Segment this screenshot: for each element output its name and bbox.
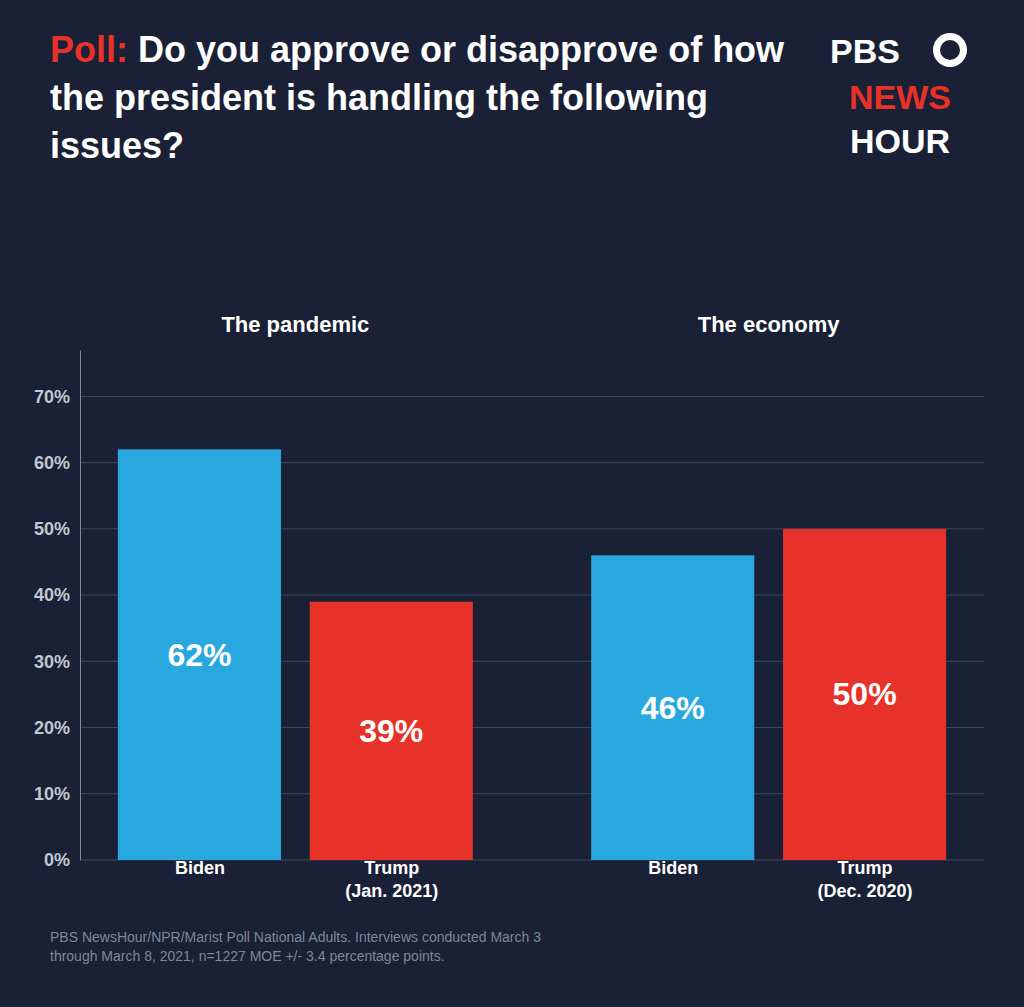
plot: 0% 10% 20% 30% 40% 50% 60% 70% 62% 39% 46% 50% Biden… <box>34 312 984 901</box>
background <box>0 0 1024 1007</box>
group-label: The economy <box>698 312 841 337</box>
y-tick-label: 20% <box>34 718 70 738</box>
y-tick-label: 10% <box>34 784 70 804</box>
y-axis-line <box>80 351 81 861</box>
logo-text: HOUR <box>850 122 950 160</box>
y-tick-label: 70% <box>34 387 70 407</box>
y-tick: 30% <box>34 652 80 672</box>
y-tick: 50% <box>34 519 80 539</box>
title-word: following <box>540 77 708 118</box>
x-tick-label-line: (Dec. 2020) <box>818 881 913 901</box>
title-word: Do <box>128 29 186 70</box>
title-word: issues? <box>50 125 184 166</box>
logo-text: PBS <box>830 32 900 70</box>
grid-line <box>80 396 984 397</box>
bars <box>118 449 946 860</box>
title-word: of <box>658 29 703 70</box>
y-tick: 70% <box>34 387 80 407</box>
title-word: the <box>476 77 540 118</box>
bar <box>591 555 754 860</box>
title-line: Poll: Do you approve or disapprove of ho… <box>50 29 785 70</box>
title-word: president <box>104 77 276 118</box>
x-tick-label: Biden <box>648 858 698 878</box>
title-word: the <box>50 77 104 118</box>
y-tick: 40% <box>34 585 80 605</box>
chart: Poll: Do you approve or disapprove of ho… <box>0 0 1024 1007</box>
y-tick: 20% <box>34 718 80 738</box>
data-labels: 62% 39% 46% 50% <box>167 637 896 749</box>
logo-text: NEWS <box>849 78 951 116</box>
y-tick: 0% <box>44 850 80 870</box>
y-tick-label: 60% <box>34 453 70 473</box>
x-tick-label: Trump (Jan. 2021) <box>345 858 438 901</box>
x-tick: Trump (Dec. 2020) <box>818 858 913 901</box>
footnote-line: PBS NewsHour/NPR/Marist Poll National Ad… <box>50 929 541 945</box>
title: Poll: Do you approve or disapprove of ho… <box>50 29 785 166</box>
data-label: 46% <box>641 690 705 726</box>
x-tick-label-line: Biden <box>648 858 698 878</box>
y-tick-label: 40% <box>34 585 70 605</box>
group-label: The pandemic <box>221 312 369 337</box>
x-tick: Biden <box>648 858 698 878</box>
bar <box>118 449 281 860</box>
x-tick-label-line: Trump <box>838 858 893 878</box>
logo: PBS NEWS HOUR <box>830 32 967 160</box>
bar <box>783 529 946 860</box>
title-word: is <box>276 77 316 118</box>
x-tick-label-line: Biden <box>175 858 225 878</box>
grid <box>80 396 984 860</box>
title-word: how <box>702 29 785 70</box>
x-axis: Biden Trump (Jan. 2021) Biden Trump (Dec. 202… <box>175 858 913 901</box>
footnote-line: through March 8, 2021, n=1227 MOE +/- 3.… <box>50 948 445 964</box>
x-tick-label: Trump (Dec. 2020) <box>818 858 913 901</box>
y-tick: 60% <box>34 453 80 473</box>
title-word: Poll: <box>50 29 128 70</box>
logo-symbol <box>940 40 960 60</box>
y-tick-label: 30% <box>34 652 70 672</box>
logo-symbol <box>933 33 967 67</box>
x-tick-label-line: (Jan. 2021) <box>345 881 438 901</box>
bar <box>310 602 473 860</box>
title-word: disapprove <box>456 29 658 70</box>
title-word: handling <box>316 77 476 118</box>
data-label: 50% <box>833 676 897 712</box>
x-tick: Biden <box>175 858 225 878</box>
title-word: or <box>410 29 456 70</box>
y-tick-label: 0% <box>44 850 70 870</box>
y-axis: 0% 10% 20% 30% 40% 50% 60% 70% <box>34 351 81 871</box>
x-tick: Trump (Jan. 2021) <box>345 858 438 901</box>
x-tick-label-line: Trump <box>364 858 419 878</box>
x-tick-label: Biden <box>175 858 225 878</box>
y-tick: 10% <box>34 784 80 804</box>
data-label: 39% <box>359 713 423 749</box>
footnote: PBS NewsHour/NPR/Marist Poll National Ad… <box>50 929 541 964</box>
title-line: issues? <box>50 125 184 166</box>
data-label: 62% <box>167 637 231 673</box>
y-tick-label: 50% <box>34 519 70 539</box>
title-word: you <box>186 29 260 70</box>
title-word: approve <box>260 29 410 70</box>
title-line: the president is handling the following <box>50 77 708 118</box>
